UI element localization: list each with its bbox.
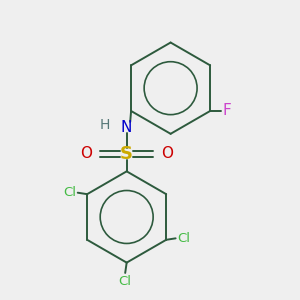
Text: O: O — [161, 146, 173, 161]
Text: F: F — [223, 103, 231, 118]
Text: Cl: Cl — [63, 186, 76, 199]
Text: O: O — [80, 146, 92, 161]
Text: S: S — [120, 145, 133, 163]
Text: Cl: Cl — [119, 275, 132, 288]
Text: Cl: Cl — [177, 232, 190, 245]
Text: H: H — [100, 118, 110, 132]
Text: N: N — [121, 120, 132, 135]
